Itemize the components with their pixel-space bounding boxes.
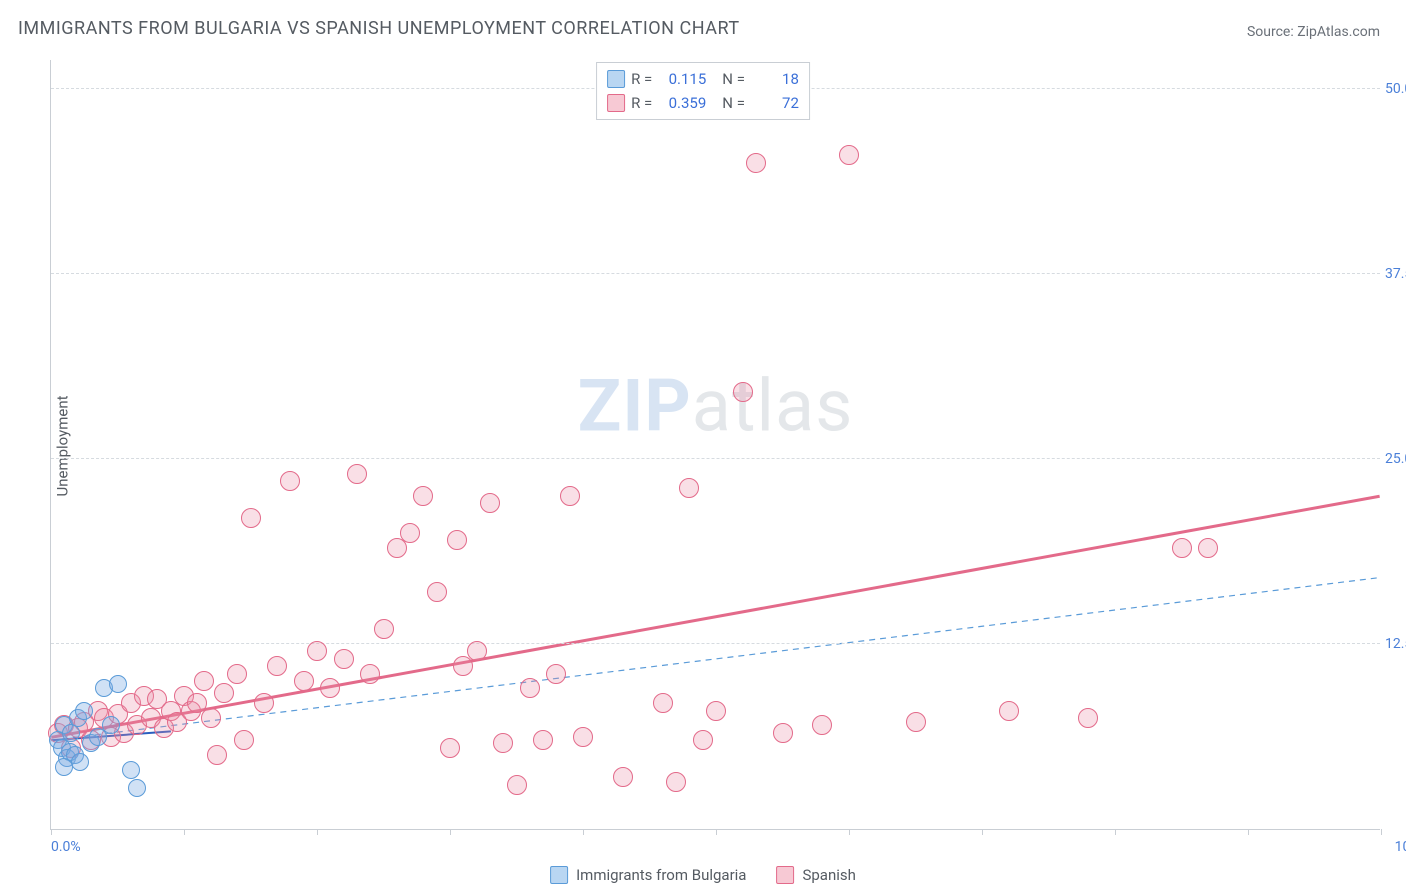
gridline-y	[51, 643, 1380, 644]
series-legend-item: Spanish	[776, 866, 855, 884]
marker-spanish	[360, 664, 380, 684]
marker-spanish	[706, 701, 726, 721]
x-tick	[317, 829, 318, 835]
marker-spanish	[812, 715, 832, 735]
marker-spanish	[267, 656, 287, 676]
legend-n-value: 18	[751, 67, 799, 91]
legend-r-label: R =	[631, 91, 652, 115]
marker-spanish	[653, 693, 673, 713]
marker-spanish	[280, 471, 300, 491]
marker-spanish	[254, 693, 274, 713]
series-legend: Immigrants from Bulgaria Spanish	[550, 866, 856, 884]
marker-spanish	[241, 508, 261, 528]
marker-spanish	[1078, 708, 1098, 728]
marker-bulgaria	[75, 702, 93, 720]
marker-bulgaria	[102, 716, 120, 734]
marker-spanish	[533, 730, 553, 750]
y-tick-label: 12.5%	[1385, 636, 1406, 652]
marker-spanish	[733, 382, 753, 402]
legend-n-label: N =	[722, 91, 745, 115]
marker-bulgaria	[128, 779, 146, 797]
legend-r-label: R =	[631, 67, 652, 91]
x-tick	[51, 829, 52, 835]
marker-spanish	[480, 493, 500, 513]
marker-spanish	[906, 712, 926, 732]
source-label: Source: ZipAtlas.com	[1247, 24, 1380, 40]
y-tick-label: 37.5%	[1385, 266, 1406, 282]
x-tick	[849, 829, 850, 835]
marker-spanish	[773, 723, 793, 743]
marker-spanish	[207, 745, 227, 765]
legend-swatch	[607, 70, 625, 88]
legend-swatch	[776, 866, 794, 884]
marker-spanish	[507, 775, 527, 795]
marker-spanish	[400, 523, 420, 543]
marker-spanish	[493, 733, 513, 753]
series-legend-label: Immigrants from Bulgaria	[576, 866, 746, 884]
x-tick	[184, 829, 185, 835]
marker-spanish	[194, 671, 214, 691]
marker-spanish	[334, 649, 354, 669]
legend-n-label: N =	[722, 67, 745, 91]
marker-spanish	[999, 701, 1019, 721]
legend-r-value: 0.359	[658, 91, 706, 115]
marker-spanish	[214, 683, 234, 703]
x-tick	[716, 829, 717, 835]
marker-spanish	[413, 486, 433, 506]
x-tick	[982, 829, 983, 835]
marker-spanish	[440, 738, 460, 758]
marker-spanish	[1198, 538, 1218, 558]
marker-spanish	[427, 582, 447, 602]
marker-spanish	[693, 730, 713, 750]
marker-spanish	[227, 664, 247, 684]
marker-bulgaria	[71, 753, 89, 771]
marker-spanish	[613, 767, 633, 787]
x-tick	[450, 829, 451, 835]
marker-spanish	[234, 730, 254, 750]
x-label-min: 0.0%	[51, 839, 81, 855]
y-tick-label: 25.0%	[1385, 451, 1406, 467]
legend-row: R = 0.115 N = 18	[607, 67, 799, 91]
marker-spanish	[746, 153, 766, 173]
correlation-legend: R = 0.115 N = 18 R = 0.359 N = 72	[596, 62, 810, 120]
legend-swatch	[550, 866, 568, 884]
marker-bulgaria	[55, 758, 73, 776]
gridline-y	[51, 458, 1380, 459]
series-legend-label: Spanish	[802, 866, 855, 884]
series-legend-item: Immigrants from Bulgaria	[550, 866, 746, 884]
marker-spanish	[679, 478, 699, 498]
marker-spanish	[447, 530, 467, 550]
marker-bulgaria	[109, 675, 127, 693]
marker-spanish	[307, 641, 327, 661]
x-tick	[1381, 829, 1382, 835]
marker-spanish	[560, 486, 580, 506]
marker-spanish	[546, 664, 566, 684]
x-label-max: 100.0%	[1395, 839, 1406, 855]
marker-spanish	[839, 145, 859, 165]
legend-row: R = 0.359 N = 72	[607, 91, 799, 115]
legend-r-value: 0.115	[658, 67, 706, 91]
y-tick-label: 50.0%	[1385, 81, 1406, 97]
legend-swatch	[607, 94, 625, 112]
gridline-y	[51, 273, 1380, 274]
marker-spanish	[573, 727, 593, 747]
x-tick	[1248, 829, 1249, 835]
marker-spanish	[1172, 538, 1192, 558]
marker-spanish	[520, 678, 540, 698]
x-tick	[583, 829, 584, 835]
chart-title: IMMIGRANTS FROM BULGARIA VS SPANISH UNEM…	[18, 18, 740, 39]
legend-n-value: 72	[751, 91, 799, 115]
marker-spanish	[467, 641, 487, 661]
marker-spanish	[347, 464, 367, 484]
x-tick	[1115, 829, 1116, 835]
marker-spanish	[201, 708, 221, 728]
marker-spanish	[320, 678, 340, 698]
plot-area: ZIPatlas 12.5%25.0%37.5%50.0%0.0%100.0%	[50, 60, 1380, 830]
marker-bulgaria	[122, 761, 140, 779]
marker-spanish	[374, 619, 394, 639]
marker-spanish	[666, 772, 686, 792]
marker-spanish	[294, 671, 314, 691]
